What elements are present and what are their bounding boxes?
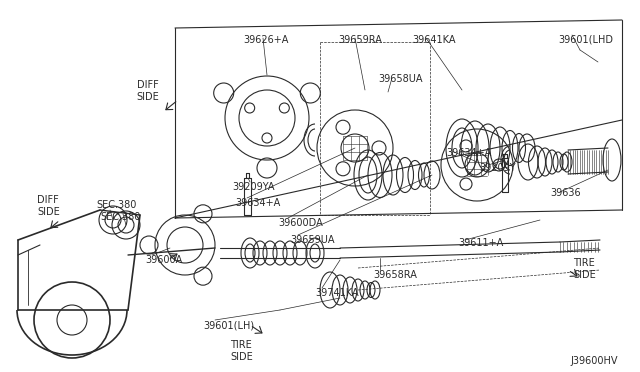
Text: 39600A: 39600A bbox=[145, 255, 182, 265]
Text: TIRE
SIDE: TIRE SIDE bbox=[573, 258, 596, 280]
Text: J39600HV: J39600HV bbox=[570, 356, 618, 366]
Text: DIFF
SIDE: DIFF SIDE bbox=[37, 195, 60, 217]
Text: 39741KA: 39741KA bbox=[315, 288, 358, 298]
Text: 39626+A: 39626+A bbox=[243, 35, 289, 45]
Text: 39634+A: 39634+A bbox=[446, 148, 492, 158]
Text: 39641KA: 39641KA bbox=[412, 35, 456, 45]
Text: 39209Y: 39209Y bbox=[479, 163, 516, 173]
Text: SEC.380: SEC.380 bbox=[96, 200, 136, 210]
Text: 39601(LHD: 39601(LHD bbox=[558, 35, 613, 45]
Text: TIRE
SIDE: TIRE SIDE bbox=[230, 340, 253, 362]
Text: 39636: 39636 bbox=[550, 188, 580, 198]
Text: 39209YA: 39209YA bbox=[232, 182, 275, 192]
Text: 39601(LH): 39601(LH) bbox=[203, 320, 254, 330]
Text: 39611+A: 39611+A bbox=[458, 238, 503, 248]
Text: DIFF
SIDE: DIFF SIDE bbox=[136, 80, 159, 102]
Text: 39659UA: 39659UA bbox=[290, 235, 335, 245]
Text: 39658UA: 39658UA bbox=[378, 74, 422, 84]
Text: 39634+A: 39634+A bbox=[235, 198, 280, 208]
Text: 39659RA: 39659RA bbox=[338, 35, 382, 45]
Text: 39658RA: 39658RA bbox=[373, 270, 417, 280]
Text: 39600DA: 39600DA bbox=[278, 218, 323, 228]
Text: SEC.380: SEC.380 bbox=[100, 212, 140, 222]
